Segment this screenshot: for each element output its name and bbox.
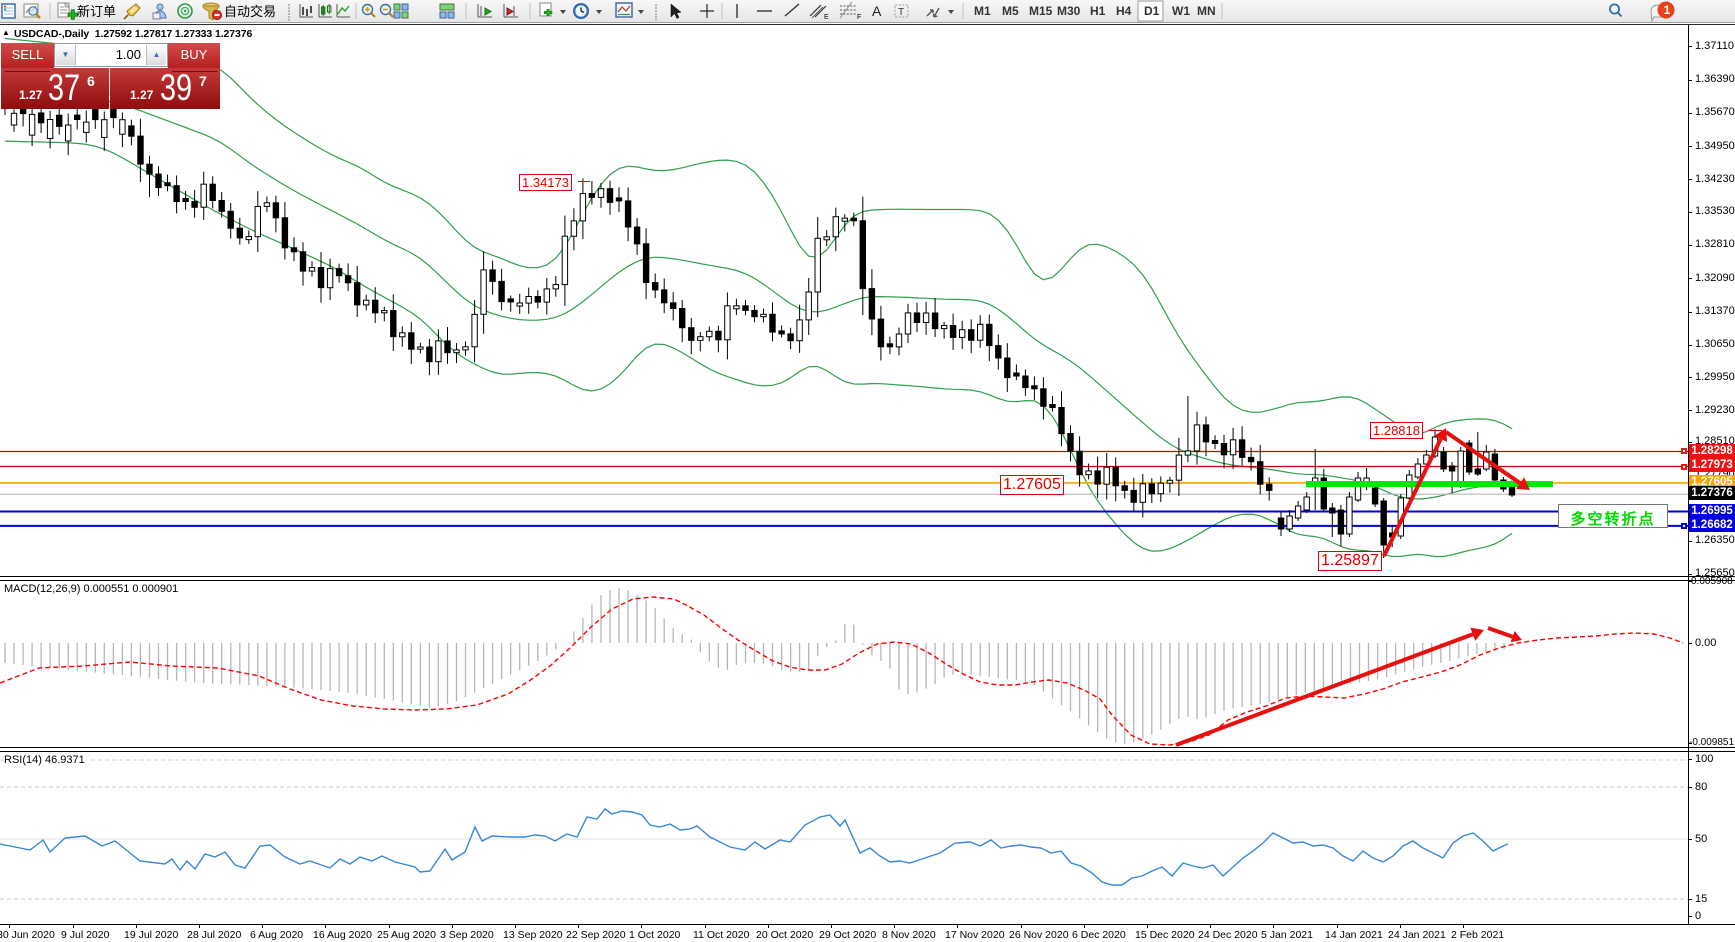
svg-text:自动交易: 自动交易 [224,4,276,19]
svg-text:M1: M1 [974,4,991,18]
svg-text:1: 1 [1664,3,1671,17]
svg-text:T: T [898,7,904,18]
svg-text:H4: H4 [1116,4,1132,18]
svg-text:MN: MN [1197,4,1216,18]
svg-text:D1: D1 [1144,4,1160,18]
svg-text:F: F [857,14,861,21]
svg-text:新订单: 新订单 [77,4,116,19]
svg-text:M15: M15 [1029,4,1053,18]
svg-text:W1: W1 [1172,4,1190,18]
svg-text:E: E [824,14,829,21]
svg-text:M30: M30 [1057,4,1081,18]
svg-text:H1: H1 [1090,4,1106,18]
svg-text:A: A [872,3,882,19]
svg-text:M5: M5 [1002,4,1019,18]
